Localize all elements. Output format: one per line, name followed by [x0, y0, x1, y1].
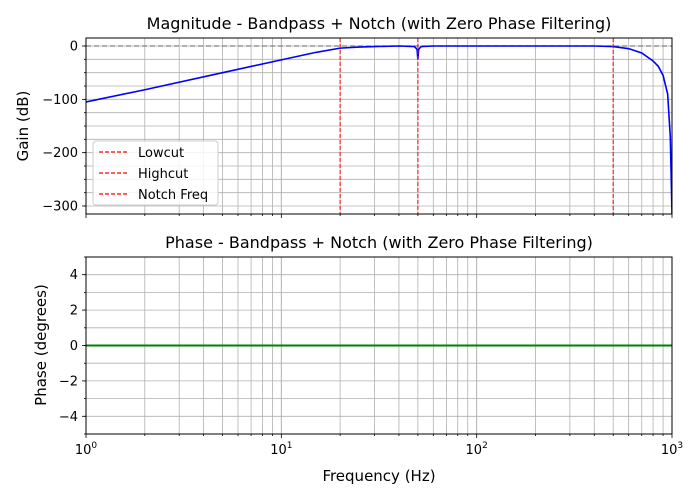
magnitude-ytick-label: −300 — [42, 200, 78, 215]
xtick-label: 100 — [75, 441, 98, 458]
magnitude-ylabel: Gain (dB) — [14, 91, 32, 162]
phase-ytick-label: 2 — [70, 304, 78, 319]
x-axis-label: Frequency (Hz) — [322, 467, 435, 485]
magnitude-title: Magnitude - Bandpass + Notch (with Zero … — [147, 14, 612, 33]
magnitude-ticks: 0 −100 −200 −300 — [42, 40, 673, 218]
phase-ytick-label: 4 — [70, 268, 78, 283]
magnitude-axes: 0 −100 −200 −300 Magnitude - Bandpass + Not… — [14, 14, 673, 218]
phase-ytick-label: −2 — [59, 374, 78, 389]
phase-ticks: 4 2 0 −2 −4 100 101 102 103 — [59, 256, 683, 458]
xtick-label: 102 — [466, 441, 488, 458]
magnitude-series-line — [86, 45, 672, 214]
legend: Lowcut Highcut Notch Freq — [92, 140, 219, 206]
phase-title: Phase - Bandpass + Notch (with Zero Phas… — [165, 233, 593, 252]
phase-ylabel: Phase (degrees) — [32, 284, 50, 406]
magnitude-ytick-label: −200 — [42, 146, 78, 161]
xtick-label: 103 — [661, 441, 683, 458]
xtick-label: 101 — [270, 441, 292, 458]
legend-box — [92, 140, 219, 206]
legend-label-highcut: Highcut — [138, 167, 188, 182]
phase-ytick-label: 0 — [70, 339, 78, 354]
phase-axes: 4 2 0 −2 −4 100 101 102 103 Phase - Bandpass + N… — [32, 233, 683, 485]
legend-label-notch-freq: Notch Freq — [138, 188, 208, 203]
magnitude-ytick-label: −100 — [42, 93, 78, 108]
phase-ytick-label: −4 — [59, 410, 78, 425]
legend-label-lowcut: Lowcut — [138, 146, 184, 161]
magnitude-ytick-label: 0 — [70, 40, 78, 55]
magnitude-marks — [86, 38, 672, 214]
